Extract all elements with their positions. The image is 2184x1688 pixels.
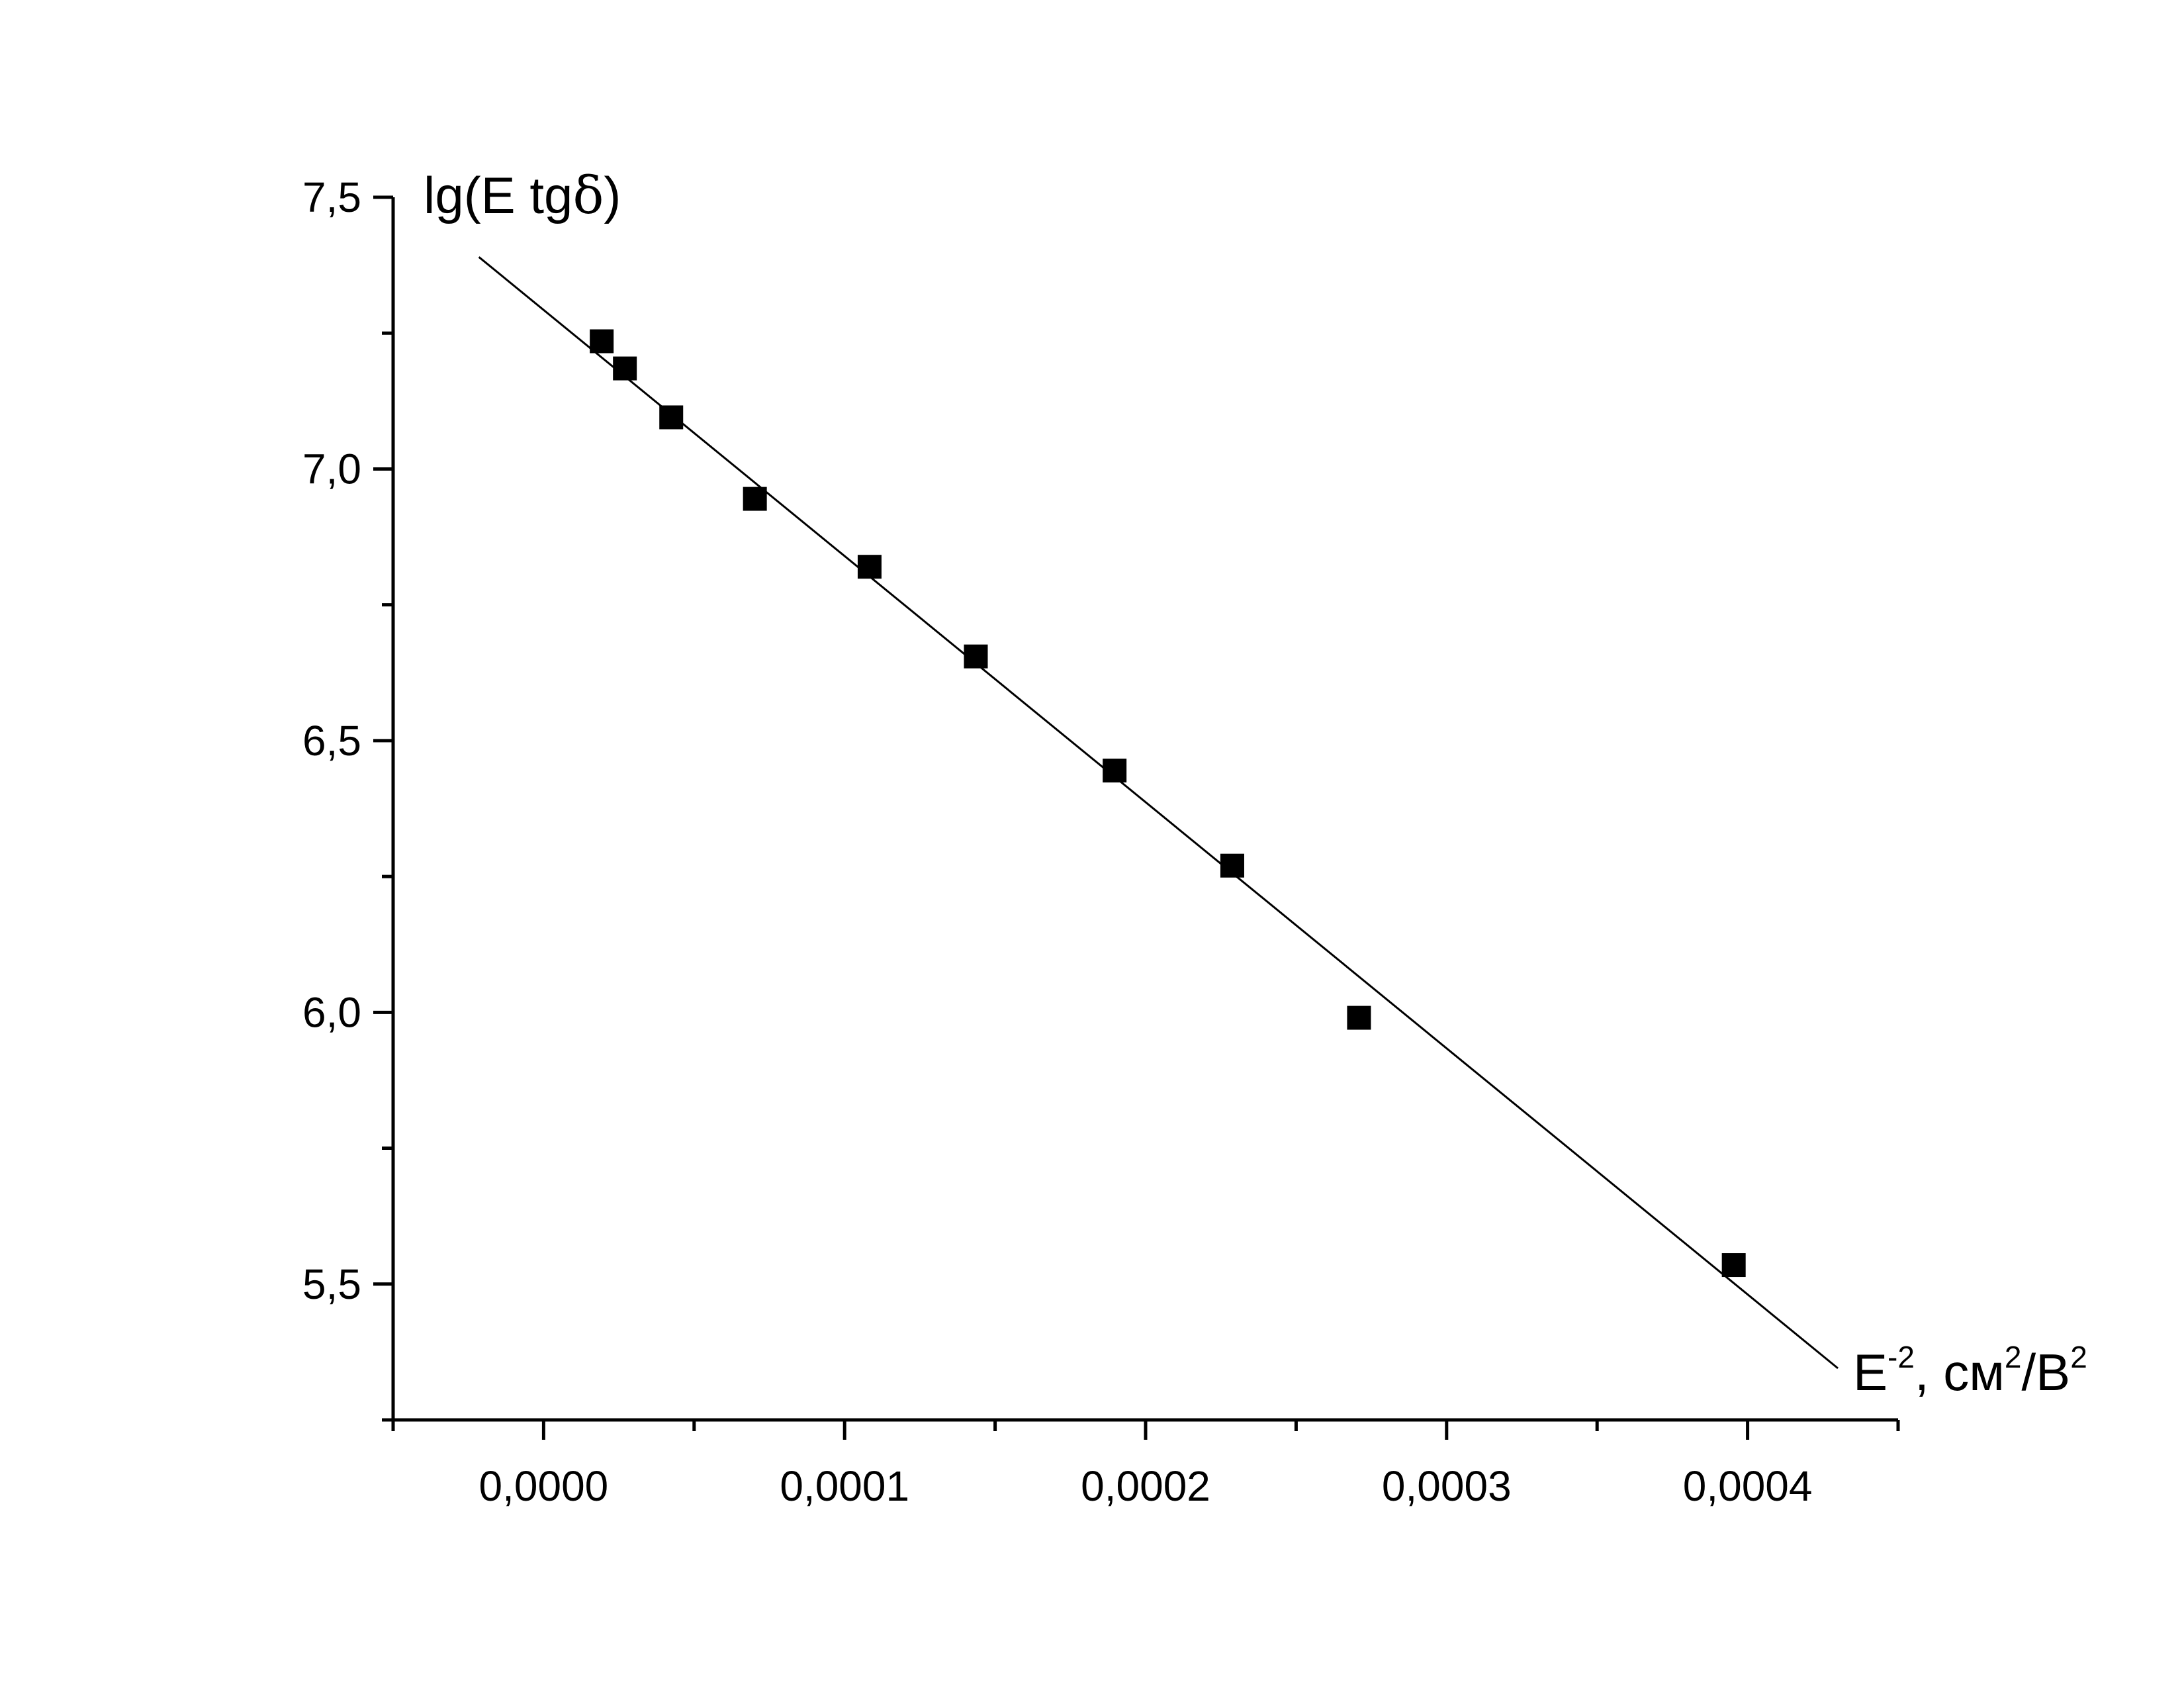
data-point	[613, 356, 637, 381]
data-point	[590, 329, 614, 353]
y-tick-label: 7,0	[302, 445, 361, 492]
x-tick-label: 0,0002	[1081, 1462, 1210, 1510]
data-point	[964, 644, 988, 669]
y-tick-label: 7,5	[302, 173, 361, 221]
axes: 5,5 6,0 6,5 7,0 7,5 0,0000 0,0001 0,0002 0,0003 0…	[302, 173, 1900, 1510]
x-tick-label: 0,0004	[1683, 1462, 1813, 1510]
fit-line-group	[478, 256, 1839, 1370]
data-point	[857, 555, 882, 579]
data-point	[659, 405, 684, 430]
data-point	[1103, 759, 1127, 783]
y-tick-label: 5,5	[302, 1260, 361, 1308]
x-tick-label: 0,0000	[479, 1462, 609, 1510]
x-tick-label: 0,0003	[1382, 1462, 1512, 1510]
data-point	[1347, 1006, 1371, 1030]
fit-line	[478, 256, 1839, 1370]
y-tick-label: 6,0	[302, 988, 361, 1036]
x-axis-label: E-2, см2/В2	[1853, 1340, 2087, 1401]
data-point	[1721, 1253, 1746, 1278]
x-tick-label: 0,0001	[780, 1462, 909, 1510]
data-points	[590, 329, 1746, 1278]
y-axis-label: lg(E tgδ)	[424, 166, 621, 226]
y-tick-label: 6,5	[302, 717, 361, 765]
data-point	[743, 487, 767, 511]
data-point	[1220, 853, 1244, 878]
